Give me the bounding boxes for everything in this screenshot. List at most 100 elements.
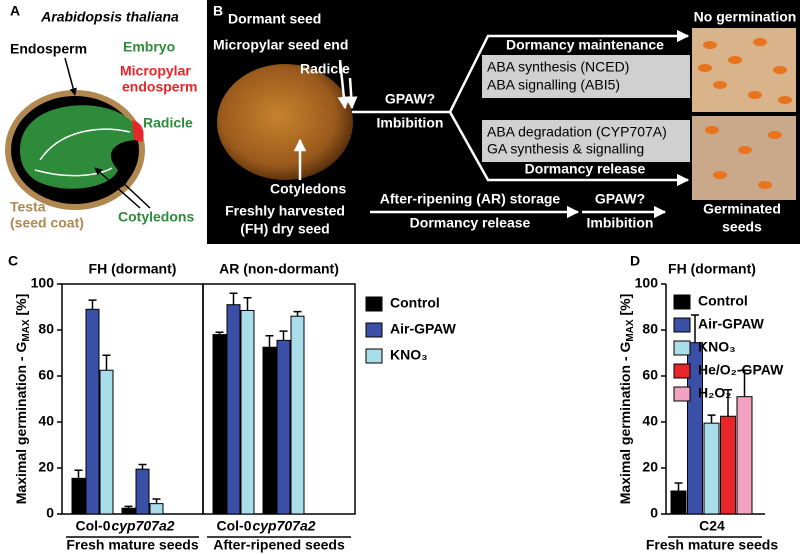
panel-letter: A	[10, 3, 20, 19]
label: Embryo	[123, 39, 175, 55]
embryo-shape	[20, 105, 139, 189]
micropylar-shape	[132, 120, 144, 142]
y-tick-label: 100	[31, 275, 55, 291]
bar	[99, 369, 114, 515]
bar	[149, 503, 164, 515]
label: Germinated	[703, 201, 781, 217]
error-bar	[152, 498, 161, 504]
y-axis-label: Maximal germination - GMAX [%]	[13, 294, 32, 505]
label: Dormant seed	[228, 11, 321, 27]
error-bar	[724, 389, 732, 417]
bar	[720, 415, 736, 515]
y-tick-label: 20	[642, 459, 658, 475]
arrow	[448, 111, 690, 187]
group-label: Fresh mature seeds	[66, 537, 198, 553]
legend-swatch	[673, 340, 691, 356]
bar	[276, 339, 291, 515]
y-tick-label: 0	[650, 505, 658, 521]
label: Imbibition	[587, 215, 654, 231]
y-axis-label-part: [%]	[617, 294, 633, 320]
legend-swatch	[673, 363, 691, 379]
label: Cotyledons	[118, 209, 194, 225]
y-axis-label-sub: MAX	[21, 319, 32, 342]
label: Dormancy release	[525, 161, 646, 177]
y-tick-label: 40	[38, 413, 54, 429]
x-tick-label: cyp707a2	[252, 518, 315, 534]
embryo-line	[34, 167, 113, 177]
y-tick-label: 0	[46, 505, 54, 521]
error-bar	[229, 292, 238, 305]
panel-letter: B	[213, 3, 223, 19]
error-bar	[124, 505, 133, 509]
embryo-line	[39, 128, 131, 161]
bar	[262, 346, 277, 515]
legend-swatch	[365, 296, 383, 312]
bar	[226, 304, 241, 515]
bar	[240, 309, 255, 515]
error-bar	[74, 469, 83, 479]
error-bar	[674, 482, 683, 491]
legend-label: Air-GPAW	[698, 316, 765, 332]
label: After-ripening (AR) storage	[380, 191, 561, 207]
label: Micropylar	[120, 63, 191, 79]
label: Testa	[10, 199, 46, 215]
x-tick-label: C24	[699, 518, 725, 534]
error-bar	[88, 299, 97, 310]
y-tick-label: 100	[635, 275, 659, 291]
error-bar	[740, 369, 749, 397]
factor-box	[482, 55, 690, 98]
label: Imbibition	[377, 115, 444, 131]
y-axis-label-part: Maximal germination - G	[13, 342, 29, 505]
y-tick-label: 60	[38, 367, 54, 383]
label: Micropylar seed end	[213, 37, 348, 53]
label: GPAW?	[385, 91, 435, 107]
bar	[71, 477, 86, 515]
group-label: Fresh mature seeds	[646, 537, 778, 553]
pointer	[337, 59, 351, 110]
label: Dormancy release	[410, 215, 531, 231]
label: endosperm	[122, 79, 197, 95]
label: Freshly harvested	[225, 203, 345, 219]
bar	[290, 315, 305, 515]
error-bar	[707, 414, 716, 424]
y-tick-label: 80	[642, 321, 658, 337]
error-bar	[215, 331, 224, 335]
facet-title: FH (dormant)	[89, 261, 177, 277]
y-axis-label: Maximal germination - GMAX [%]	[617, 294, 636, 505]
legend-swatch	[365, 348, 383, 364]
label: Endosperm	[10, 41, 87, 57]
label: Dormancy maintenance	[506, 37, 664, 53]
label: (seed coat)	[10, 215, 84, 231]
facet-title: FH (dormant)	[668, 261, 756, 277]
label: ABA degradation (CYP707A)	[487, 124, 667, 140]
label: Cotyledons	[270, 181, 346, 197]
bar	[212, 334, 227, 515]
pointer	[345, 77, 358, 110]
label: GA synthesis & signalling	[487, 141, 644, 157]
label: (FH) dry seed	[240, 221, 329, 237]
pointer	[119, 179, 151, 209]
label: ABA synthesis (NCED)	[487, 59, 629, 75]
panel-letter: C	[8, 253, 18, 269]
legend-label: He/O₂-GPAW	[698, 362, 784, 378]
group-label: After-ripened seeds	[213, 537, 345, 553]
seeds-photo	[698, 38, 792, 104]
arrow	[352, 29, 690, 114]
error-bar	[243, 297, 252, 311]
error-bar	[102, 354, 111, 371]
y-tick-label: 20	[38, 459, 54, 475]
bar	[121, 507, 136, 515]
y-tick-label: 40	[642, 413, 658, 429]
x-tick-label: cyp707a2	[111, 518, 174, 534]
bar	[670, 490, 687, 515]
label: seeds	[722, 219, 762, 235]
y-axis-label-part: [%]	[13, 294, 29, 320]
legend-swatch	[673, 317, 691, 333]
legend-swatch	[673, 294, 691, 310]
label: Radicle	[143, 115, 193, 131]
y-tick-label: 60	[642, 367, 658, 383]
species-title: Arabidopsis thaliana	[40, 9, 179, 25]
seed-image	[217, 64, 353, 180]
